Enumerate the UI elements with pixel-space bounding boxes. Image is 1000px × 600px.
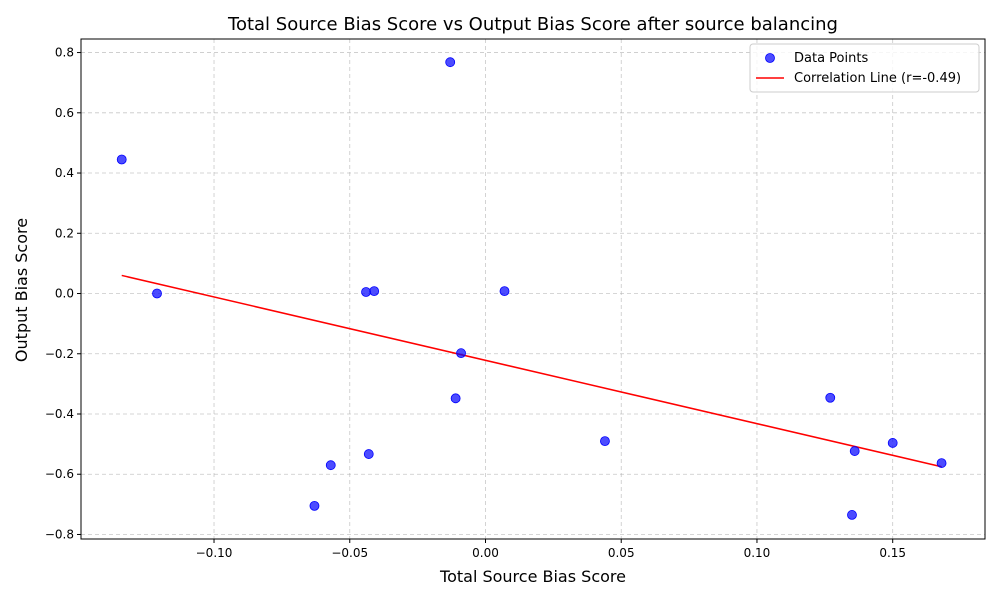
y-tick-label: −0.6 (45, 467, 74, 481)
legend-label-data-points: Data Points (794, 51, 868, 66)
data-point (600, 436, 610, 447)
data-point (847, 510, 857, 520)
x-axis-label: Total Source Bias Score (439, 567, 626, 586)
data-point (887, 438, 898, 448)
y-axis-ticks: −0.8 −0.6 −0.4 −0.2 0.0 0.2 0.4 0.6 0.8 (45, 46, 81, 541)
data-point (152, 288, 162, 299)
x-tick-label: −0.05 (331, 546, 368, 560)
legend-box (749, 43, 980, 93)
x-tick-label: 0.00 (472, 546, 499, 560)
legend: Data Points Correlation Line (r=-0.49) (749, 43, 980, 93)
y-tick-label: 0.8 (55, 46, 74, 60)
y-axis-label: Output Bias Score (12, 218, 31, 362)
data-point (361, 287, 371, 297)
x-tick-label: −0.10 (196, 546, 233, 560)
plot-frame (80, 38, 986, 540)
x-tick-label: 0.05 (608, 546, 635, 560)
chart-title: Total Source Bias Score vs Output Bias S… (227, 14, 838, 35)
y-tick-label: 0.4 (55, 166, 74, 180)
data-point (445, 57, 456, 68)
y-tick-label: 0.2 (55, 226, 74, 240)
grid (81, 39, 985, 539)
data-point (456, 348, 466, 359)
x-tick-label: 0.10 (744, 546, 771, 560)
y-tick-label: −0.8 (45, 527, 74, 541)
series-layer (116, 57, 947, 520)
x-tick-label: 0.15 (879, 546, 906, 560)
data-point (116, 154, 127, 165)
data-point (936, 458, 947, 468)
y-tick-label: −0.4 (45, 407, 74, 421)
data-point (499, 286, 510, 297)
x-axis-ticks: −0.10 −0.05 0.00 0.05 0.10 0.15 (196, 539, 906, 560)
legend-label-correlation-line: Correlation Line (r=-0.49) (794, 71, 961, 86)
y-tick-label: −0.2 (45, 347, 74, 361)
data-point (369, 286, 380, 297)
data-point (450, 393, 461, 404)
y-tick-label: 0.6 (55, 106, 74, 120)
data-point (363, 449, 374, 459)
data-point (849, 446, 860, 456)
data-point (309, 500, 320, 511)
legend-marker-data-points (765, 53, 775, 63)
data-point (325, 460, 336, 471)
y-tick-label: 0.0 (55, 287, 74, 301)
correlation-line (121, 274, 942, 468)
data-point (825, 392, 836, 403)
